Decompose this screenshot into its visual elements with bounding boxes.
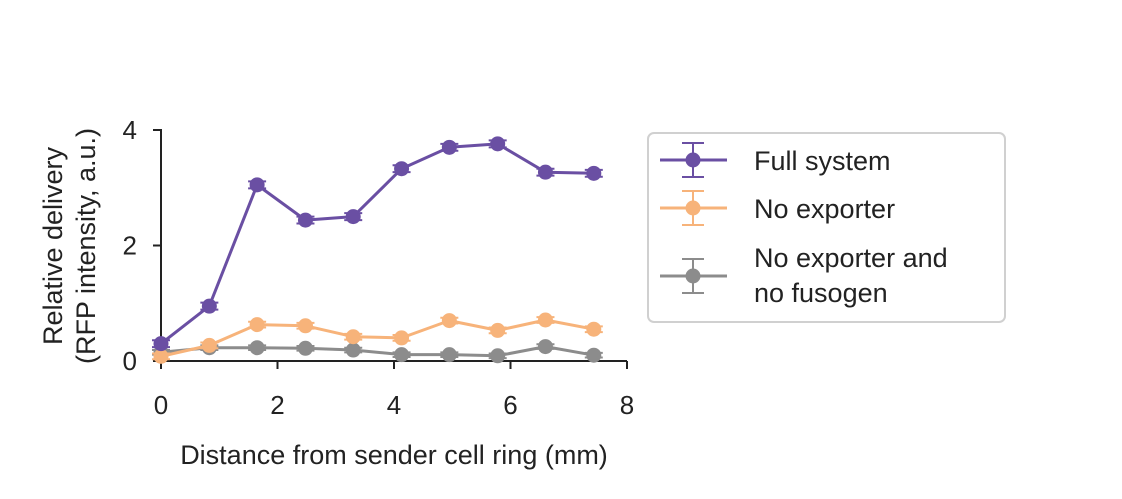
series-1-point-4 (345, 329, 361, 345)
plot-series (152, 136, 603, 364)
series-2-point-8 (537, 339, 553, 355)
legend-marker-1 (685, 200, 701, 216)
series-0-point-4 (345, 209, 361, 225)
legend-label-no-exporter-no-fusogen-line-1: No exporter and (754, 243, 948, 273)
x-tick-label-2: 4 (387, 390, 401, 420)
x-tick-label-1: 2 (270, 390, 284, 420)
series-2 (152, 339, 603, 364)
y-axis-label-line-1: Relative delivery (38, 146, 68, 345)
y-tick-label-1: 2 (123, 231, 137, 261)
series-1-point-1 (201, 337, 217, 353)
legend-frame (647, 132, 1006, 323)
x-tick-label-0: 0 (154, 390, 168, 420)
x-tick-label-4: 8 (620, 390, 634, 420)
legend-marker-0 (685, 152, 701, 168)
series-1-point-8 (537, 312, 553, 328)
series-1-line (160, 318, 595, 358)
series-0-point-5 (394, 161, 410, 177)
legend-markers (660, 142, 727, 294)
series-1 (152, 312, 603, 364)
series-2-point-9 (586, 347, 602, 363)
series-0-point-6 (441, 139, 457, 155)
series-0-point-0 (153, 336, 169, 352)
series-0 (152, 136, 603, 352)
series-0-point-7 (490, 136, 506, 152)
series-0-point-3 (297, 212, 313, 228)
series-1-point-3 (297, 318, 313, 334)
series-2-point-3 (297, 340, 313, 356)
series-1-point-6 (441, 313, 457, 329)
axis-ticks (153, 129, 628, 369)
series-2-point-4 (345, 342, 361, 358)
legend-marker-2 (685, 268, 701, 284)
series-2-point-2 (249, 340, 265, 356)
legend-label-no-exporter: No exporter (754, 194, 895, 224)
axis-tick-labels: 0 2 4 6 8 0 2 4 (123, 115, 635, 420)
x-tick-label-3: 6 (503, 390, 517, 420)
legend-label-full-system: Full system (754, 146, 891, 176)
series-2-line (160, 345, 595, 358)
series-0-point-2 (249, 177, 265, 193)
series-0-point-1 (201, 298, 217, 314)
y-tick-label-0: 0 (123, 346, 137, 376)
y-axis-label-line-2: (RFP intensity, a.u.) (71, 128, 101, 364)
series-2-point-7 (490, 348, 506, 364)
series-1-point-2 (249, 317, 265, 333)
y-tick-label-2: 4 (123, 115, 137, 145)
series-0-point-8 (537, 164, 553, 180)
x-axis-label: Distance from sender cell ring (mm) (180, 440, 608, 470)
series-1-point-7 (490, 322, 506, 338)
legend: Full system No exporter No exporter and … (647, 132, 1006, 323)
series-2-point-6 (441, 347, 457, 363)
series-0-point-9 (586, 165, 602, 181)
series-0-line (160, 142, 594, 345)
series-1-point-5 (394, 330, 410, 346)
legend-label-no-exporter-no-fusogen-line-2: no fusogen (754, 278, 888, 308)
series-1-point-9 (586, 321, 602, 337)
series-1-point-0 (153, 348, 169, 364)
series-2-point-5 (394, 347, 410, 363)
